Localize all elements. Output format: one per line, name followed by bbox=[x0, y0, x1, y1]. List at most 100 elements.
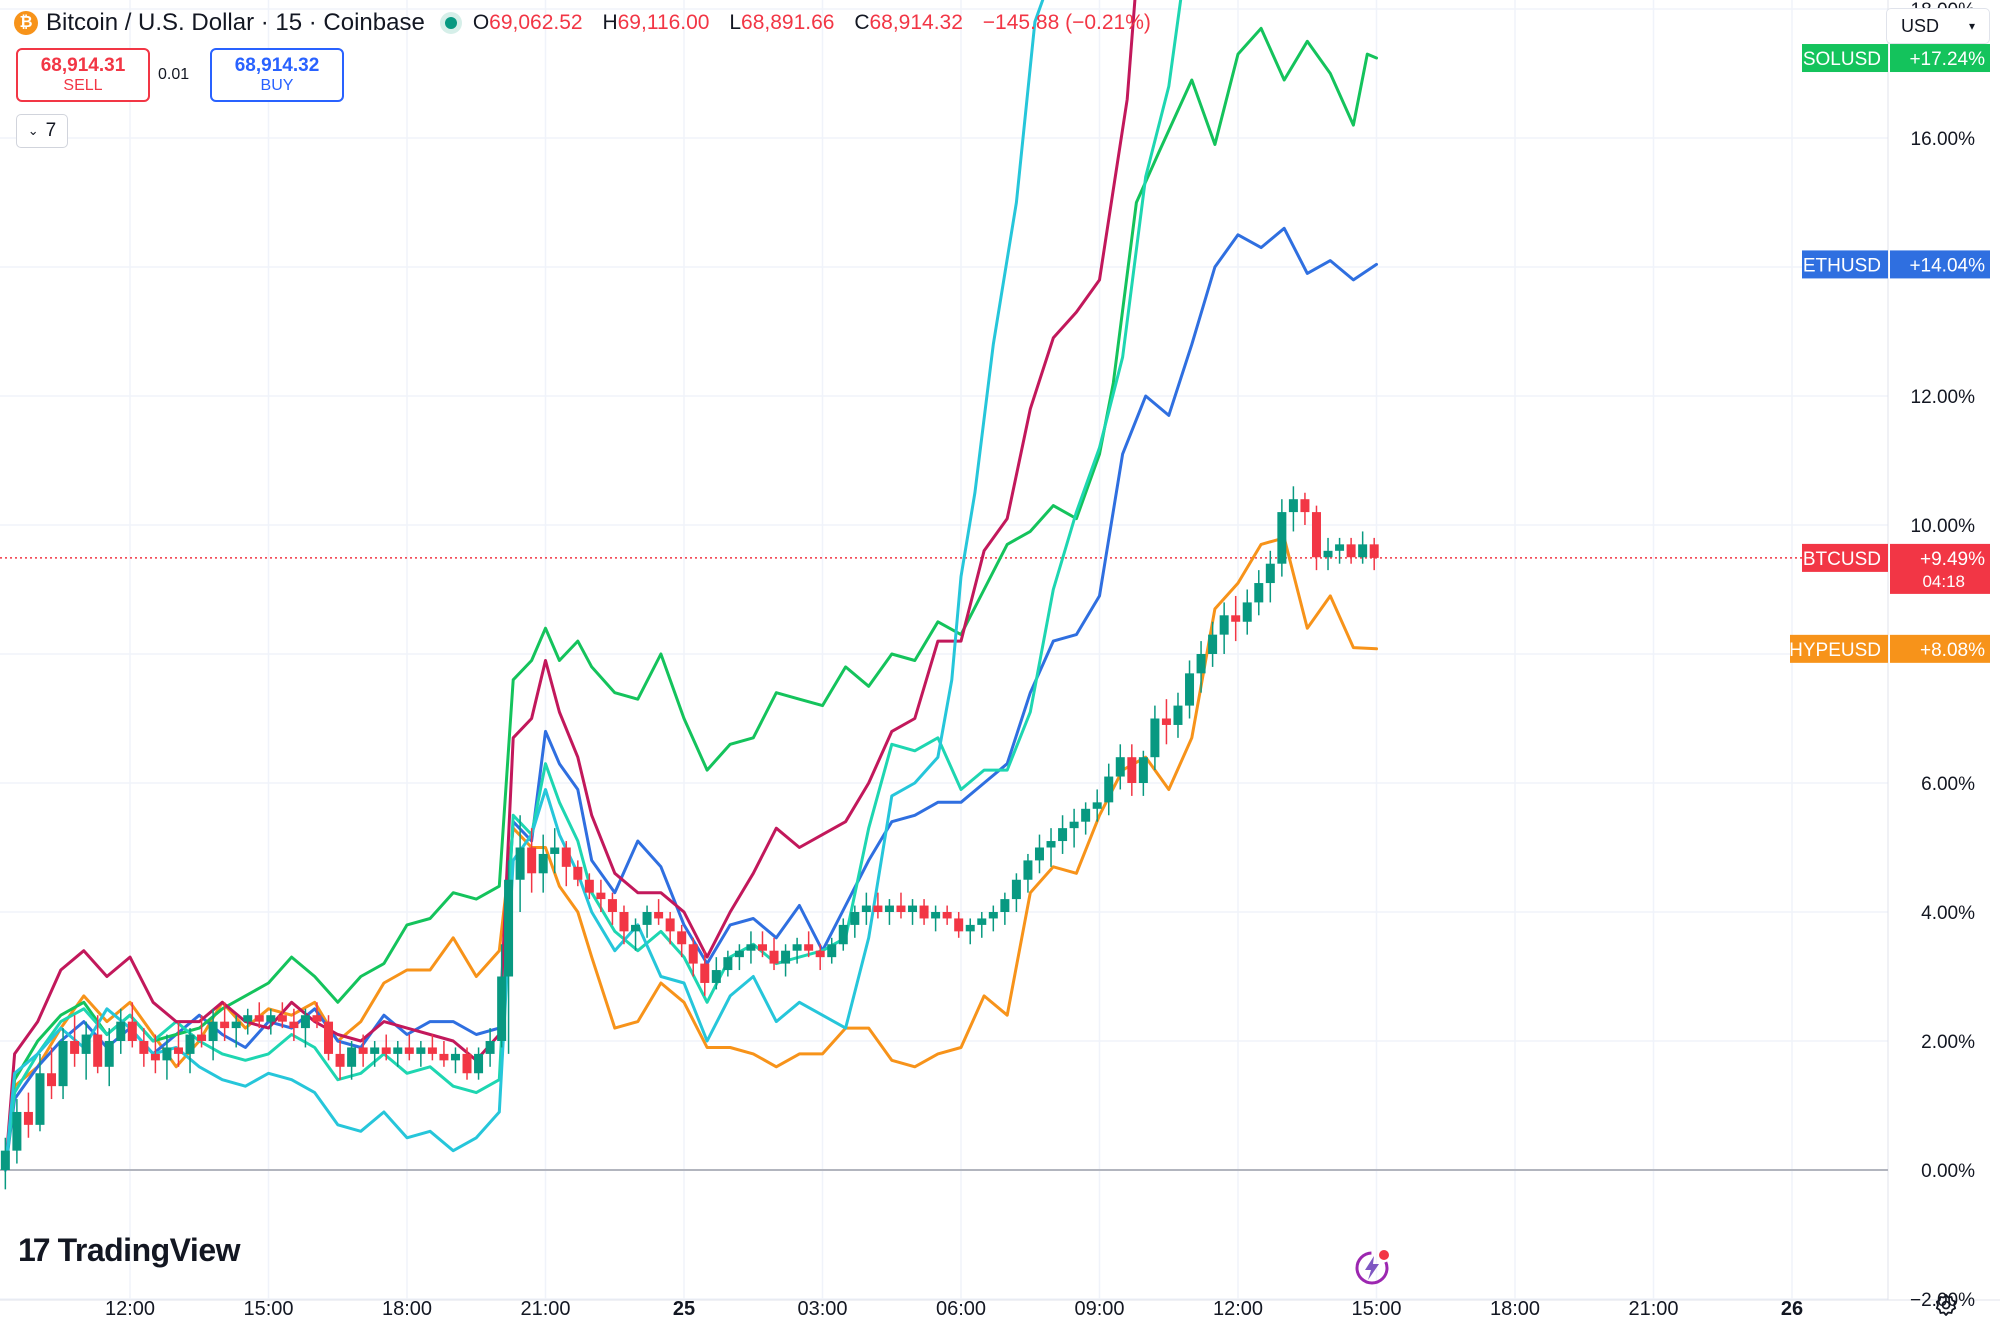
candle-body bbox=[838, 924, 848, 945]
name-tag-bg bbox=[1802, 250, 1888, 279]
candle-body bbox=[850, 912, 860, 925]
candle-body bbox=[416, 1047, 426, 1054]
name-tag-label: SOLUSD bbox=[1803, 49, 1881, 70]
btc-candle bbox=[462, 1047, 472, 1080]
flash-sparkle-icon[interactable] bbox=[1352, 1247, 1392, 1287]
currency-selector[interactable]: USD ▾ bbox=[1886, 8, 1990, 44]
candle-body bbox=[861, 905, 871, 912]
candle-body bbox=[23, 1111, 33, 1125]
btc-candle bbox=[977, 912, 987, 938]
btc-candle bbox=[665, 912, 675, 945]
series-line-aptusd bbox=[3, 0, 1137, 1172]
candle-body bbox=[139, 1041, 149, 1054]
buy-button[interactable]: 68,914.32 BUY bbox=[210, 48, 344, 102]
btc-candle bbox=[358, 1034, 368, 1067]
btc-candle bbox=[965, 918, 975, 945]
x-tick-label: 09:00 bbox=[1074, 1298, 1124, 1320]
candle-body bbox=[1138, 757, 1148, 783]
candle-body bbox=[0, 1150, 10, 1170]
candle-body bbox=[804, 944, 814, 951]
btc-candle bbox=[370, 1041, 380, 1067]
btc-candle bbox=[654, 899, 664, 925]
candle-body bbox=[596, 892, 606, 900]
btc-candle bbox=[93, 1015, 103, 1074]
btc-candle bbox=[1196, 641, 1206, 693]
btc-candle bbox=[861, 892, 871, 925]
btc-candle bbox=[1000, 892, 1010, 925]
last-value-tags: DOTUSD+32.36%APTUSD+30.67%ADAUSD+21.70%S… bbox=[1789, 44, 1990, 663]
btc-candle bbox=[497, 944, 507, 1048]
btc-candle bbox=[0, 1137, 10, 1190]
btc-candle bbox=[1358, 531, 1368, 564]
gear-icon[interactable] bbox=[1934, 1293, 1958, 1317]
btc-candle bbox=[150, 1034, 160, 1074]
series-line-dotusd bbox=[3, 0, 1045, 1172]
low-value: 68,891.66 bbox=[741, 11, 835, 34]
candle-body bbox=[1023, 860, 1033, 880]
btc-candle bbox=[289, 1008, 299, 1041]
candle-body bbox=[873, 905, 883, 912]
candle-body bbox=[977, 918, 987, 925]
btc-candle bbox=[515, 815, 525, 912]
market-open-indicator[interactable] bbox=[444, 17, 457, 29]
candle-body bbox=[47, 1073, 57, 1087]
name-tag-label: ETHUSD bbox=[1803, 255, 1881, 276]
btc-candle bbox=[1011, 873, 1021, 912]
candle-body bbox=[393, 1047, 403, 1054]
btc-candle bbox=[700, 950, 710, 996]
y-tick-label: 10.00% bbox=[1911, 516, 1976, 537]
value-tag-label: +17.24% bbox=[1909, 49, 1985, 70]
x-tick-label: 03:00 bbox=[797, 1298, 847, 1320]
bitcoin-icon[interactable]: ₿ bbox=[14, 11, 38, 35]
btc-candle bbox=[550, 828, 560, 874]
btc-candle bbox=[1242, 589, 1252, 635]
x-tick-label: 25 bbox=[673, 1298, 695, 1320]
candle-body bbox=[335, 1053, 345, 1067]
grid bbox=[0, 0, 2000, 1301]
tradingview-logo[interactable]: 17 TradingView bbox=[18, 1232, 241, 1269]
btc-candle bbox=[162, 1034, 172, 1080]
symbol-title[interactable]: Bitcoin / U.S. Dollar · 15 · Coinbase bbox=[46, 9, 425, 36]
btc-candle bbox=[173, 1021, 183, 1067]
candle-body bbox=[550, 847, 560, 854]
name-tag-label: HYPEUSD bbox=[1789, 640, 1881, 661]
btc-candle bbox=[908, 899, 918, 925]
sell-button[interactable]: 68,914.31 SELL bbox=[16, 48, 150, 102]
btc-candle bbox=[1034, 834, 1044, 874]
btc-candle bbox=[1323, 537, 1333, 571]
candle-body bbox=[1369, 544, 1379, 558]
series-line-hypeusd bbox=[3, 536, 1378, 1172]
candle-body bbox=[116, 1021, 126, 1041]
candle-body bbox=[162, 1047, 172, 1061]
x-tick-label: 12:00 bbox=[105, 1298, 155, 1320]
btc-candle bbox=[896, 892, 906, 919]
candle-body bbox=[700, 963, 710, 983]
y-tick-label: 6.00% bbox=[1921, 774, 1975, 795]
candle-body bbox=[1000, 899, 1010, 912]
candle-body bbox=[942, 912, 952, 919]
btc-candle bbox=[746, 931, 756, 964]
series-line-solusd bbox=[3, 26, 1378, 1172]
x-tick-label: 18:00 bbox=[382, 1298, 432, 1320]
candle-body bbox=[474, 1053, 484, 1074]
candle-body bbox=[1115, 757, 1125, 777]
btc-candle bbox=[607, 892, 617, 925]
btc-candle bbox=[254, 1002, 264, 1029]
btc-candle bbox=[1115, 744, 1125, 790]
candle-body bbox=[450, 1053, 460, 1061]
btc-candle bbox=[277, 1002, 287, 1029]
btc-candle bbox=[723, 950, 733, 977]
btc-candle bbox=[1046, 828, 1056, 867]
chevron-down-icon: ⌄ bbox=[27, 123, 39, 138]
x-axis[interactable]: 12:00 15:00 18:00 21:00 25 03:00 06:00 09:00 12:… bbox=[105, 1298, 1803, 1320]
candle-body bbox=[81, 1034, 91, 1054]
btc-candle bbox=[527, 828, 537, 893]
value-tag-bg bbox=[1890, 634, 1990, 663]
indicators-collapse-button[interactable]: ⌄ 7 bbox=[16, 114, 68, 148]
x-tick-label: 12:00 bbox=[1213, 1298, 1263, 1320]
candle-body bbox=[347, 1047, 357, 1067]
candle-body bbox=[208, 1021, 218, 1041]
btc-candle bbox=[243, 1008, 253, 1035]
candle-body bbox=[1300, 499, 1310, 513]
